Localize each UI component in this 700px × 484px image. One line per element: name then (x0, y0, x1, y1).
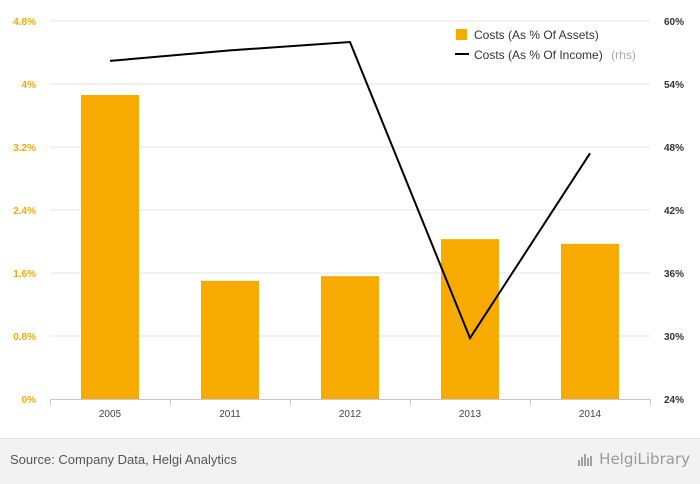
left-axis-ticks: 0% 0.8% 1.6% 2.4% 3.2% 4% 4.8% (13, 17, 36, 406)
right-tick-label: 30% (664, 332, 684, 343)
bar-2012 (321, 276, 379, 399)
bar-series (81, 95, 619, 399)
legend-rhs-tag: (rhs) (611, 48, 636, 62)
x-axis-ticks: 2005 2011 2012 2013 2014 (99, 409, 602, 420)
right-tick-label: 42% (664, 206, 684, 217)
x-tick-label: 2005 (99, 409, 122, 420)
x-tick-label: 2014 (579, 409, 602, 420)
right-tick-label: 54% (664, 80, 684, 91)
legend-label-line-group: Costs (As % Of Income) (rhs) (474, 46, 636, 63)
helgi-library-logo: HelgiLibrary (577, 450, 690, 468)
legend-label-bar: Costs (As % Of Assets) (474, 28, 599, 42)
left-tick-label: 0% (22, 395, 37, 406)
right-tick-label: 48% (664, 143, 684, 154)
left-tick-label: 2.4% (13, 206, 36, 217)
left-tick-label: 4.8% (13, 17, 36, 28)
left-tick-label: 3.2% (13, 143, 36, 154)
axes (50, 399, 651, 405)
bar-2011 (201, 281, 259, 399)
legend-swatch-bar (456, 29, 467, 40)
left-tick-label: 4% (22, 80, 37, 91)
x-tick-label: 2013 (459, 409, 482, 420)
legend-label-line: Costs (As % Of Income) (474, 48, 603, 62)
library-logo-icon (577, 451, 595, 467)
logo-text: HelgiLibrary (599, 450, 690, 468)
right-axis-ticks: 24% 30% 36% 42% 48% 54% 60% (664, 17, 684, 406)
source-note: Source: Company Data, Helgi Analytics (10, 452, 237, 467)
bar-2005 (81, 95, 139, 399)
right-tick-label: 60% (664, 17, 684, 28)
x-tick-label: 2012 (339, 409, 362, 420)
bar-2014 (561, 244, 619, 399)
footer: Source: Company Data, Helgi Analytics He… (0, 438, 700, 484)
left-tick-label: 0.8% (13, 332, 36, 343)
right-tick-label: 36% (664, 269, 684, 280)
x-tick-label: 2011 (219, 409, 241, 420)
chart: 0% 0.8% 1.6% 2.4% 3.2% 4% 4.8% 24% 30% 36% 42% 48%… (0, 0, 700, 438)
legend: Costs (As % Of Assets) Costs (As % Of In… (455, 28, 636, 63)
bar-2013 (441, 239, 499, 399)
right-tick-label: 24% (664, 395, 684, 406)
left-tick-label: 1.6% (13, 269, 36, 280)
